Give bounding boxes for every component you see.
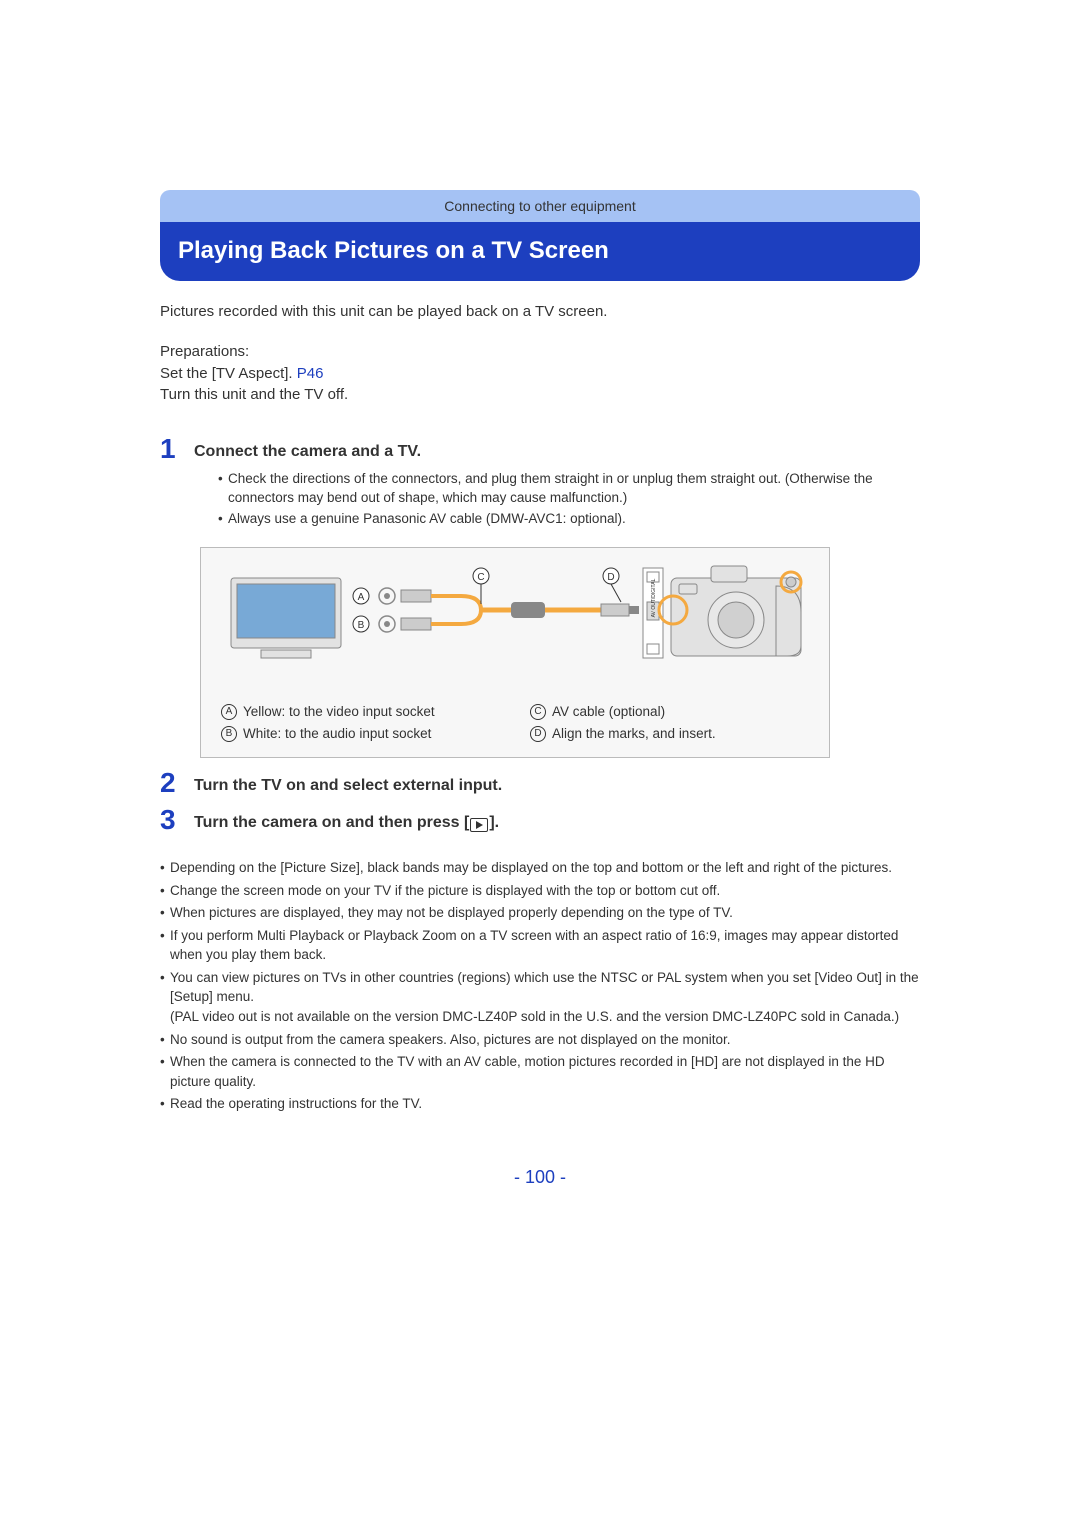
legend-d: D Align the marks, and insert. — [530, 724, 809, 744]
diagram-legend: A Yellow: to the video input socket B Wh… — [201, 694, 829, 757]
svg-text:C: C — [477, 572, 484, 583]
step-1-bullets: Check the directions of the connectors, … — [160, 469, 920, 529]
step-number: 2 — [160, 768, 194, 799]
svg-text:AV OUT/DIGITAL: AV OUT/DIGITAL — [651, 578, 657, 617]
step-title: Turn the camera on and then press []. — [194, 805, 499, 834]
step-title: Turn the TV on and select external input… — [194, 768, 502, 797]
label-b-icon: B — [221, 726, 237, 742]
label-a-icon: A — [221, 704, 237, 720]
page-link-p46[interactable]: P46 — [297, 365, 324, 382]
legend-a-text: Yellow: to the video input socket — [243, 702, 435, 722]
legend-b-text: White: to the audio input socket — [243, 724, 431, 744]
playback-icon — [470, 818, 488, 832]
prep-line-1: Set the [TV Aspect]. P46 — [160, 363, 920, 385]
note-item: Change the screen mode on your TV if the… — [160, 881, 920, 901]
step-number: 3 — [160, 805, 194, 836]
legend-d-text: Align the marks, and insert. — [552, 724, 716, 744]
section-header: Connecting to other equipment — [160, 190, 920, 222]
notes-list: Depending on the [Picture Size], black b… — [160, 858, 920, 1114]
note-item: If you perform Multi Playback or Playbac… — [160, 926, 920, 965]
step-3-text-a: Turn the camera on and then press [ — [194, 814, 469, 831]
legend-c-text: AV cable (optional) — [552, 702, 665, 722]
note-item: When the camera is connected to the TV w… — [160, 1052, 920, 1091]
note-item: When pictures are displayed, they may no… — [160, 903, 920, 923]
step-1: 1 Connect the camera and a TV. — [160, 434, 920, 465]
legend-a: A Yellow: to the video input socket — [221, 702, 500, 722]
step-2: 2 Turn the TV on and select external inp… — [160, 768, 920, 799]
step-3: 3 Turn the camera on and then press []. — [160, 805, 920, 836]
label-d-icon: D — [530, 726, 546, 742]
note-item: Depending on the [Picture Size], black b… — [160, 858, 920, 878]
svg-text:A: A — [358, 592, 365, 603]
prep-heading: Preparations: — [160, 341, 920, 363]
note-item: No sound is output from the camera speak… — [160, 1030, 920, 1050]
label-c-icon: C — [530, 704, 546, 720]
note-item: You can view pictures on TVs in other co… — [160, 968, 920, 1027]
diagram-svg: A B C D AV OUT/DIGITAL — [201, 548, 831, 688]
prep-line-2: Turn this unit and the TV off. — [160, 384, 920, 406]
preparations-block: Preparations: Set the [TV Aspect]. P46 T… — [160, 341, 920, 406]
note-item: Read the operating instructions for the … — [160, 1094, 920, 1114]
page-title: Playing Back Pictures on a TV Screen — [160, 222, 920, 281]
intro-text: Pictures recorded with this unit can be … — [160, 301, 920, 323]
legend-c: C AV cable (optional) — [530, 702, 809, 722]
legend-b: B White: to the audio input socket — [221, 724, 500, 744]
step-number: 1 — [160, 434, 194, 465]
prep-line-1a: Set the [TV Aspect]. — [160, 365, 297, 382]
connection-diagram: A B C D AV OUT/DIGITAL — [200, 547, 830, 759]
bullet-item: Check the directions of the connectors, … — [218, 469, 920, 508]
step-3-text-b: ]. — [489, 814, 499, 831]
bullet-item: Always use a genuine Panasonic AV cable … — [218, 509, 920, 529]
svg-text:D: D — [607, 572, 614, 583]
svg-text:B: B — [358, 620, 365, 631]
step-title: Connect the camera and a TV. — [194, 434, 421, 463]
page-number: - 100 - — [160, 1164, 920, 1190]
